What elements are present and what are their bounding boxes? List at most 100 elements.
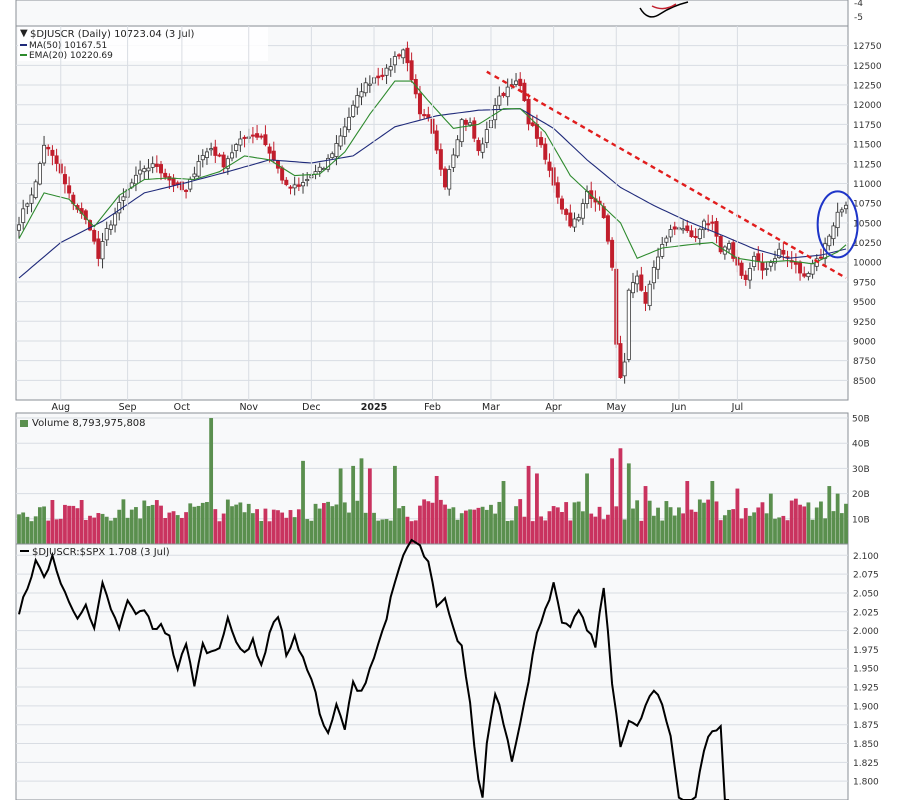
candle-body — [434, 130, 439, 151]
candle-body — [810, 263, 815, 275]
candle-body — [16, 224, 21, 231]
candle-body — [367, 83, 372, 86]
candle-body — [405, 47, 410, 64]
volume-y-tick-label: 20B — [852, 490, 870, 500]
candle-body — [204, 151, 209, 158]
volume-bar — [459, 513, 464, 544]
price-y-tick-label: 12000 — [853, 101, 882, 111]
volume-bar — [205, 502, 209, 544]
candle-body — [326, 157, 331, 170]
candle-body — [580, 203, 585, 219]
volume-bar — [493, 513, 498, 544]
ratio-y-tick-label: 2.025 — [853, 608, 879, 618]
volume-bar — [142, 500, 147, 544]
candle-body — [67, 185, 72, 194]
candle-body — [664, 237, 669, 243]
volume-bar — [50, 500, 55, 544]
candle-body — [572, 218, 577, 228]
volume-bar — [83, 519, 88, 544]
volume-bar — [301, 460, 305, 544]
volume-bar — [117, 509, 122, 544]
candle-body — [280, 167, 285, 181]
candle-body — [547, 161, 552, 171]
volume-bar — [447, 508, 452, 544]
ratio-y-tick-label: 1.925 — [853, 684, 879, 694]
volume-bar — [388, 520, 393, 544]
volume-bar — [259, 520, 264, 544]
volume-bar — [430, 502, 435, 544]
price-y-tick-label: 11500 — [853, 141, 882, 151]
volume-bar — [601, 519, 606, 544]
volume-bar — [159, 505, 163, 544]
candle-body — [288, 186, 293, 189]
volume-bar — [175, 515, 180, 544]
volume-bar — [660, 520, 665, 544]
candle-body — [647, 283, 652, 307]
candle-body — [831, 225, 836, 240]
candle-body — [346, 116, 351, 131]
volume-bar — [752, 512, 757, 544]
candle-body — [672, 226, 677, 230]
candle-body — [62, 174, 67, 185]
volume-bar — [839, 513, 844, 544]
volume-bar — [518, 499, 523, 544]
volume-bar — [88, 515, 92, 544]
candle-body — [33, 181, 38, 198]
candle-body — [46, 146, 51, 150]
volume-bar — [418, 505, 422, 544]
price-y-tick-label: 12750 — [853, 42, 882, 52]
volume-bar — [685, 481, 690, 544]
volume-bar — [664, 501, 669, 544]
volume-bar — [455, 519, 460, 544]
ratio-y-axis: 1.800 1.825 1.850 1.875 1.900 1.925 1.950 1.975… — [853, 552, 879, 788]
candle-body — [839, 209, 844, 213]
candle-body — [417, 93, 422, 115]
candle-body — [100, 241, 105, 260]
volume-bar — [163, 517, 168, 544]
candle-body — [192, 173, 197, 178]
candle-body — [388, 66, 393, 71]
candle-body — [50, 149, 55, 156]
candle-body — [363, 82, 368, 94]
month-label: Mar — [482, 402, 500, 413]
volume-bar — [727, 509, 731, 544]
ratio-y-tick-label: 2.075 — [853, 571, 879, 581]
volume-bar — [33, 516, 38, 544]
candle-body — [376, 75, 381, 79]
candle-body — [605, 215, 610, 242]
volume-bar — [476, 507, 481, 544]
candle-body — [255, 133, 260, 138]
volume-bar — [505, 521, 510, 544]
volume-bar — [75, 508, 80, 544]
volume-bar — [192, 506, 197, 544]
volume-bar — [67, 505, 72, 544]
volume-bar — [589, 513, 594, 544]
candle-body — [146, 167, 151, 172]
candle-body — [37, 163, 42, 185]
candle-body — [108, 224, 113, 230]
candle-body — [764, 267, 769, 270]
volume-bar — [426, 501, 431, 544]
volume-bar — [472, 509, 477, 544]
price-y-tick-label: 10250 — [853, 239, 882, 249]
volume-bar — [568, 520, 573, 544]
candle-body — [639, 274, 644, 291]
volume-bar — [167, 512, 172, 544]
candle-body — [263, 134, 268, 146]
candle-body — [29, 194, 34, 204]
volume-bar — [188, 503, 193, 544]
candle-body — [660, 244, 665, 257]
candle-body — [188, 178, 193, 190]
volume-bar — [777, 517, 782, 544]
candle-body — [438, 149, 443, 170]
candle-body — [630, 282, 635, 294]
volume-bar — [785, 520, 790, 544]
price-y-tick-label: 10500 — [853, 219, 882, 229]
breakout-circle — [816, 190, 859, 259]
candle-body — [539, 137, 544, 146]
volume-bar — [276, 510, 280, 544]
volume-bar — [326, 501, 330, 544]
volume-bar — [789, 500, 794, 544]
candle-body — [138, 169, 143, 175]
volume-bar — [773, 518, 777, 544]
